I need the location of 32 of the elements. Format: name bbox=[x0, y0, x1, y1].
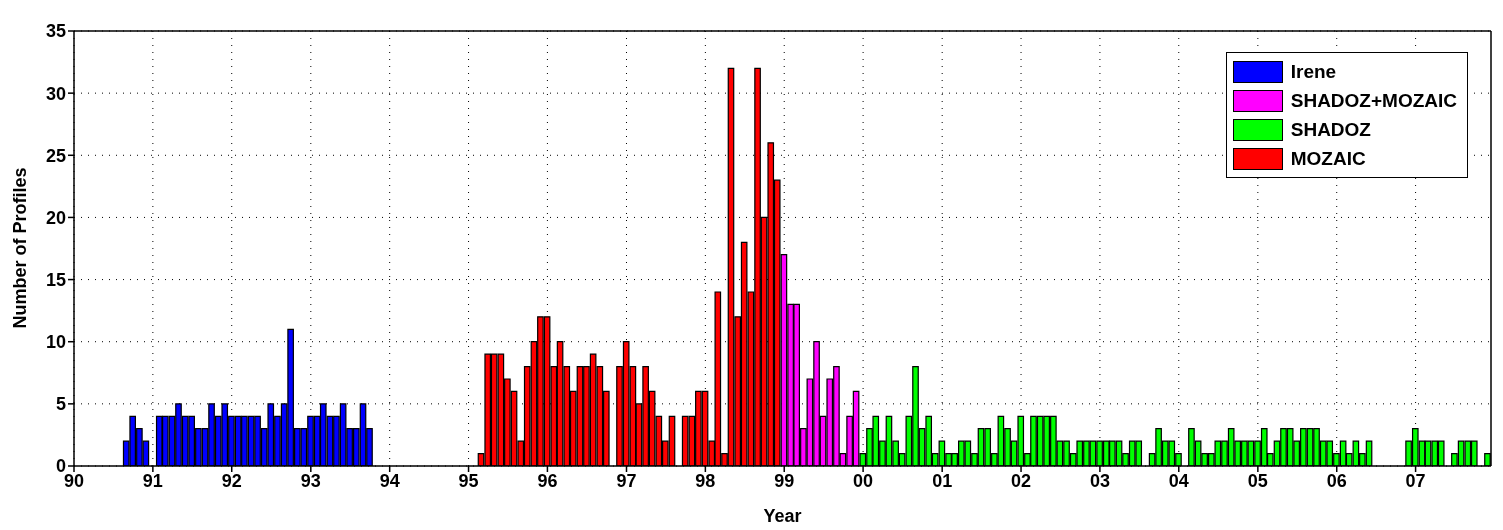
x-tick-label: 00 bbox=[853, 470, 874, 491]
x-tick-label: 98 bbox=[695, 470, 716, 491]
y-tick-label: 0 bbox=[55, 456, 66, 477]
x-tick-label: 01 bbox=[932, 470, 953, 491]
y-tick-label: 5 bbox=[55, 394, 66, 415]
x-tick-label: 96 bbox=[537, 470, 558, 491]
x-tick-label: 90 bbox=[63, 470, 85, 491]
x-tick-label: 91 bbox=[142, 470, 163, 491]
y-tick-label: 25 bbox=[45, 145, 66, 166]
legend-label: SHADOZ+MOZAIC bbox=[1290, 89, 1457, 112]
legend-label: SHADOZ bbox=[1290, 118, 1371, 141]
y-axis-title: Number of Profiles bbox=[10, 167, 31, 329]
x-tick-label: 92 bbox=[221, 470, 242, 491]
x-tick-label: 94 bbox=[379, 470, 400, 491]
y-tick-label: 20 bbox=[45, 207, 66, 228]
x-tick-label: 07 bbox=[1405, 470, 1426, 491]
x-tick-label: 03 bbox=[1089, 470, 1110, 491]
y-tick-label: 15 bbox=[45, 269, 66, 290]
x-tick-label: 05 bbox=[1247, 470, 1268, 491]
x-tick-label: 93 bbox=[300, 470, 321, 491]
legend-label: MOZAIC bbox=[1290, 147, 1366, 170]
legend-label: Irene bbox=[1290, 60, 1337, 83]
x-tick-label: 97 bbox=[616, 470, 637, 491]
y-tick-label: 30 bbox=[45, 83, 66, 104]
x-tick-label: 06 bbox=[1326, 470, 1347, 491]
x-axis-title: Year bbox=[763, 506, 802, 526]
x-tick-label: 04 bbox=[1168, 470, 1189, 491]
y-tick-label: 35 bbox=[45, 21, 66, 42]
x-tick-label: 99 bbox=[774, 470, 795, 491]
x-tick-label: 02 bbox=[1011, 470, 1032, 491]
x-tick-label: 95 bbox=[458, 470, 479, 491]
y-tick-label: 10 bbox=[45, 332, 66, 353]
